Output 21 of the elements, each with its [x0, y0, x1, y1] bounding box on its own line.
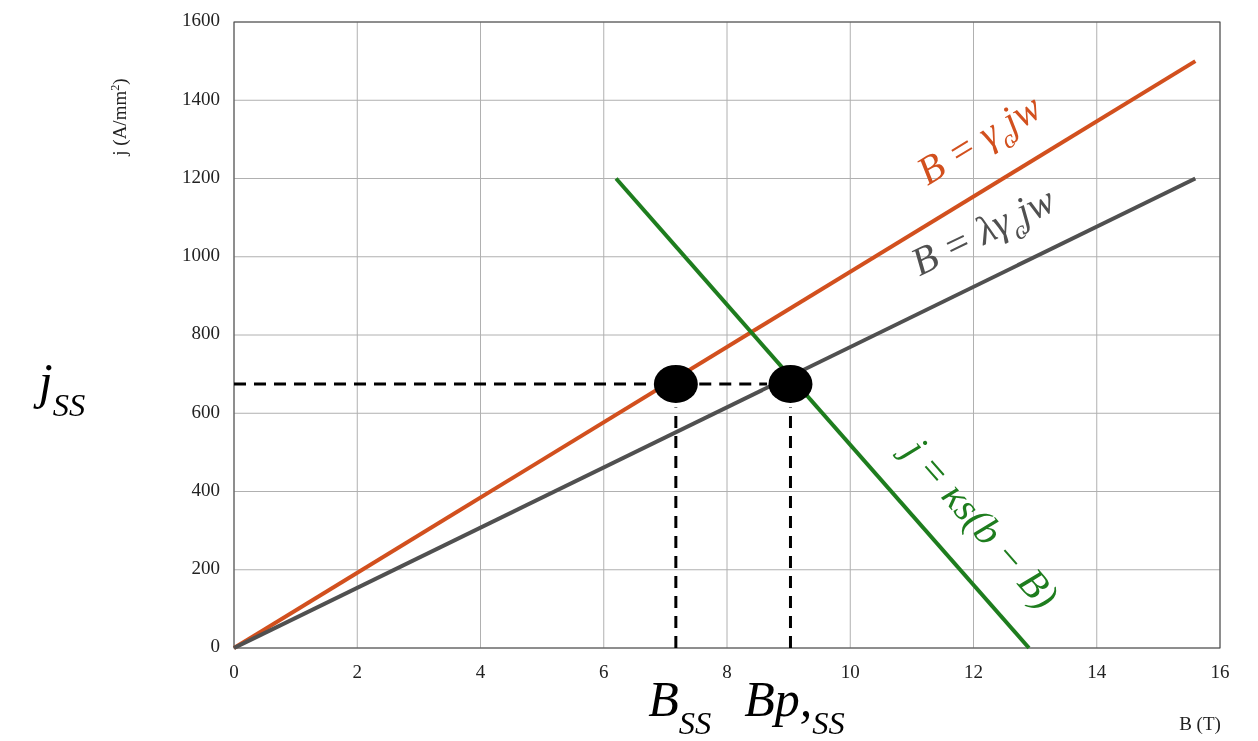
text: j$_{SS}$	[32, 352, 86, 423]
y-tick-label: 0	[210, 635, 220, 657]
y-tick-label: 400	[191, 478, 220, 500]
x-tick-label: 2	[352, 661, 362, 682]
x-tick-label: 6	[599, 661, 609, 682]
y-tick-label: 200	[191, 557, 220, 579]
x-tick-label: 4	[475, 661, 486, 682]
text: B$_{SS}$	[648, 671, 712, 741]
y-tick-label: 1200	[182, 165, 220, 187]
y-tick-label: 800	[191, 322, 220, 344]
y-tick-label: 600	[191, 400, 220, 422]
y-tick-label: 1000	[182, 244, 220, 266]
x-axis-title: B (T)	[1179, 713, 1221, 735]
x-tick-label: 14	[1087, 661, 1107, 682]
x-tick-label: 16	[1210, 661, 1230, 682]
x-tick-label: 12	[964, 661, 983, 682]
y-tick-label: 1400	[182, 87, 220, 109]
text: j = κs(b − B)	[891, 425, 1068, 618]
x-tick-label: 8	[722, 661, 732, 682]
y-tick-label: 1600	[182, 9, 220, 31]
x-tick-label: 0	[229, 661, 239, 682]
